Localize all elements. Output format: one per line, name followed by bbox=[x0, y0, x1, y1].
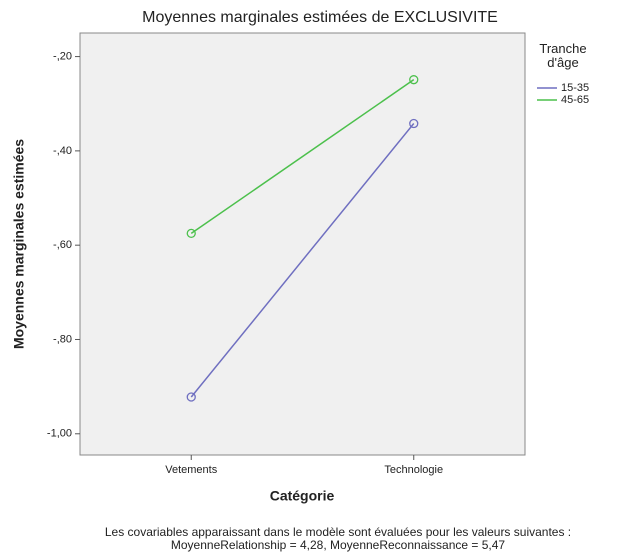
data-point bbox=[409, 75, 419, 85]
footnote: Les covariables apparaissant dans le mod… bbox=[105, 525, 571, 539]
x-axis-title: Catégorie bbox=[270, 488, 335, 504]
legend-title: Tranche d'âge bbox=[539, 41, 587, 70]
chart-title: Moyennes marginales estimées de EXCLUSIV… bbox=[142, 9, 498, 26]
data-point bbox=[186, 392, 196, 402]
y-tick-label: -1,00 bbox=[47, 428, 72, 440]
y-tick-label: -,60 bbox=[53, 239, 72, 251]
x-tick-label: Technologie bbox=[384, 464, 443, 476]
legend-label: 45-65 bbox=[561, 94, 589, 106]
data-point bbox=[186, 228, 196, 239]
series-line bbox=[190, 123, 415, 398]
series-line bbox=[190, 79, 415, 235]
y-axis-title: Moyennes marginales estimées bbox=[11, 139, 27, 349]
data-point bbox=[409, 118, 419, 129]
x-tick-label: Vetements bbox=[165, 464, 217, 476]
y-tick-label: -,80 bbox=[53, 333, 72, 345]
y-tick-label: -,40 bbox=[53, 145, 72, 157]
plot-area bbox=[79, 32, 526, 456]
legend-label: 15-35 bbox=[561, 82, 589, 94]
footnote: MoyenneRelationship = 4,28, MoyenneRecon… bbox=[171, 538, 506, 552]
y-tick-label: -,20 bbox=[53, 50, 72, 62]
